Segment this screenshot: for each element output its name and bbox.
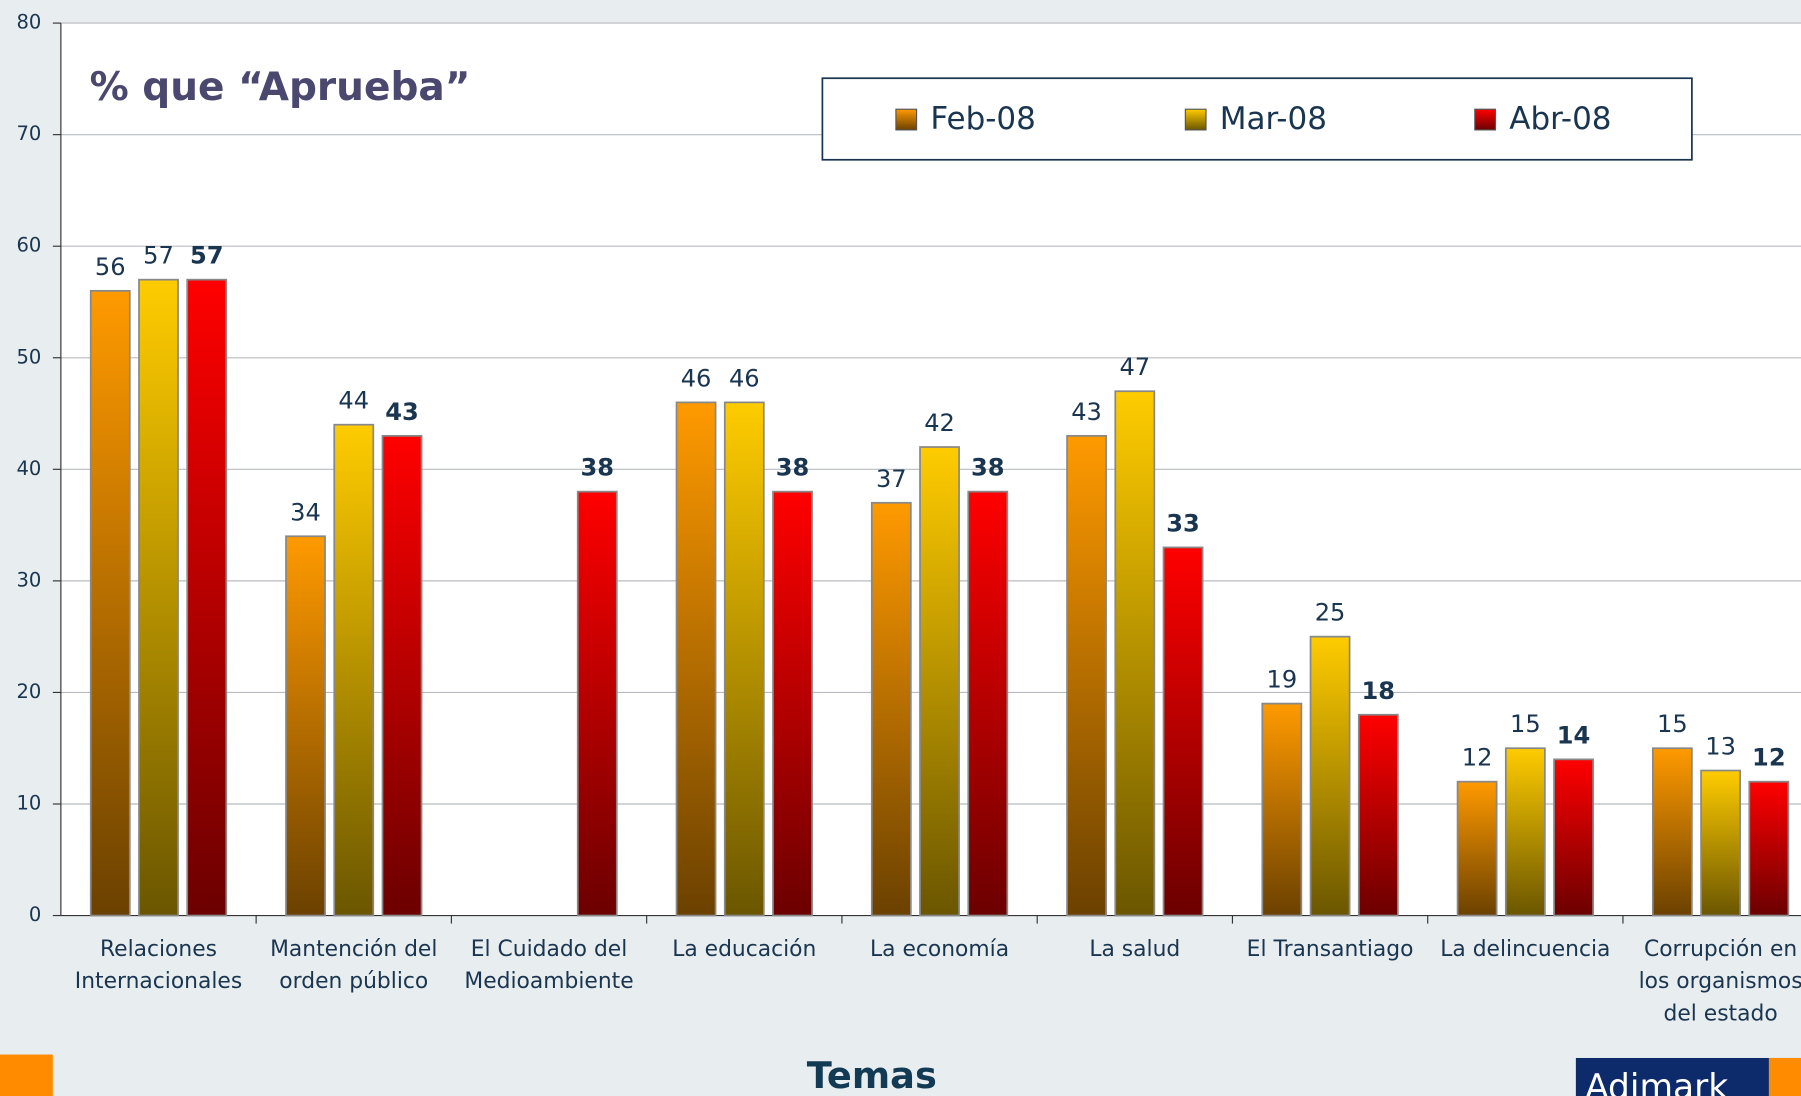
value-label: 19 xyxy=(1266,666,1297,694)
value-label: 57 xyxy=(190,242,224,270)
x-tick-label: La salud xyxy=(1089,937,1180,962)
bar xyxy=(186,278,228,917)
bar xyxy=(1553,758,1594,917)
x-tick-label: Mantención del orden público xyxy=(270,937,437,994)
bar xyxy=(919,446,960,917)
value-label: 43 xyxy=(1071,398,1102,426)
value-label: 44 xyxy=(338,387,369,415)
x-tick-label: Relaciones Internacionales xyxy=(75,937,242,994)
bar xyxy=(1651,747,1693,917)
value-label: 12 xyxy=(1462,744,1493,772)
bar xyxy=(723,401,765,917)
x-axis-label: Temas xyxy=(807,1054,937,1096)
value-label: 38 xyxy=(971,454,1005,482)
bar xyxy=(576,490,618,917)
legend-swatch xyxy=(1474,108,1497,131)
value-label: 14 xyxy=(1557,721,1591,749)
y-tick-label: 20 xyxy=(17,680,42,703)
legend-label: Feb-08 xyxy=(930,101,1036,137)
logo-box xyxy=(1575,1057,1801,1096)
bar xyxy=(1162,546,1204,917)
bar xyxy=(1114,390,1156,917)
bar xyxy=(285,535,326,917)
value-label: 38 xyxy=(580,454,614,482)
value-label: 12 xyxy=(1752,744,1786,772)
y-tick-label: 60 xyxy=(17,234,42,257)
y-tick-label: 80 xyxy=(17,11,42,34)
y-tick-label: 30 xyxy=(17,568,42,591)
value-label: 34 xyxy=(290,498,321,526)
bar xyxy=(870,501,912,917)
bar xyxy=(1309,635,1351,917)
bar xyxy=(89,289,131,917)
legend-label: Mar-08 xyxy=(1220,101,1327,137)
bar xyxy=(772,490,813,917)
value-label: 13 xyxy=(1705,733,1736,761)
value-label: 38 xyxy=(776,454,810,482)
y-tick-label: 40 xyxy=(17,457,42,480)
bar xyxy=(381,434,423,917)
value-label: 18 xyxy=(1362,677,1396,705)
bar xyxy=(1066,434,1107,917)
legend-label: Abr-08 xyxy=(1509,101,1611,137)
chart-title: % que “Aprueba” xyxy=(90,65,471,110)
value-label: 15 xyxy=(1657,710,1688,738)
value-label: 47 xyxy=(1119,353,1150,381)
bar xyxy=(1261,702,1303,917)
x-tick-label: La educación xyxy=(672,937,816,962)
x-tick-label: El Transantiago xyxy=(1247,937,1414,962)
legend-swatch xyxy=(1184,108,1207,131)
value-label: 37 xyxy=(876,465,907,493)
corner-mark xyxy=(0,1054,53,1096)
bar xyxy=(967,490,1009,917)
value-label: 43 xyxy=(385,398,419,426)
x-tick-label: Corrupción en los organismos del estado xyxy=(1639,937,1801,1026)
logo: Adimark xyxy=(1585,1067,1728,1096)
value-label: 46 xyxy=(681,364,712,392)
bar xyxy=(1700,769,1741,917)
x-tick-label: La delincuencia xyxy=(1440,937,1610,962)
value-label: 15 xyxy=(1510,710,1541,738)
x-tick-label: El Cuidado del Medioambiente xyxy=(464,937,633,994)
legend-box xyxy=(821,77,1693,161)
bar xyxy=(1357,713,1399,917)
value-label: 42 xyxy=(924,409,955,437)
y-tick-label: 50 xyxy=(17,345,42,368)
value-label: 33 xyxy=(1166,509,1200,537)
x-tick-label: La economía xyxy=(870,937,1009,962)
value-label: 56 xyxy=(95,253,126,281)
logo-accent xyxy=(1768,1057,1801,1096)
bar xyxy=(138,278,179,917)
value-label: 46 xyxy=(729,364,760,392)
value-label: 57 xyxy=(143,242,174,270)
bar xyxy=(1456,780,1498,917)
y-tick-label: 10 xyxy=(17,791,42,814)
bar xyxy=(333,423,375,917)
y-tick-label: 0 xyxy=(29,903,41,926)
legend-swatch xyxy=(895,108,918,131)
bar xyxy=(1748,780,1790,917)
bar xyxy=(675,401,717,917)
value-label: 25 xyxy=(1315,599,1346,627)
y-tick-label: 70 xyxy=(17,122,42,145)
bar xyxy=(1504,747,1546,917)
